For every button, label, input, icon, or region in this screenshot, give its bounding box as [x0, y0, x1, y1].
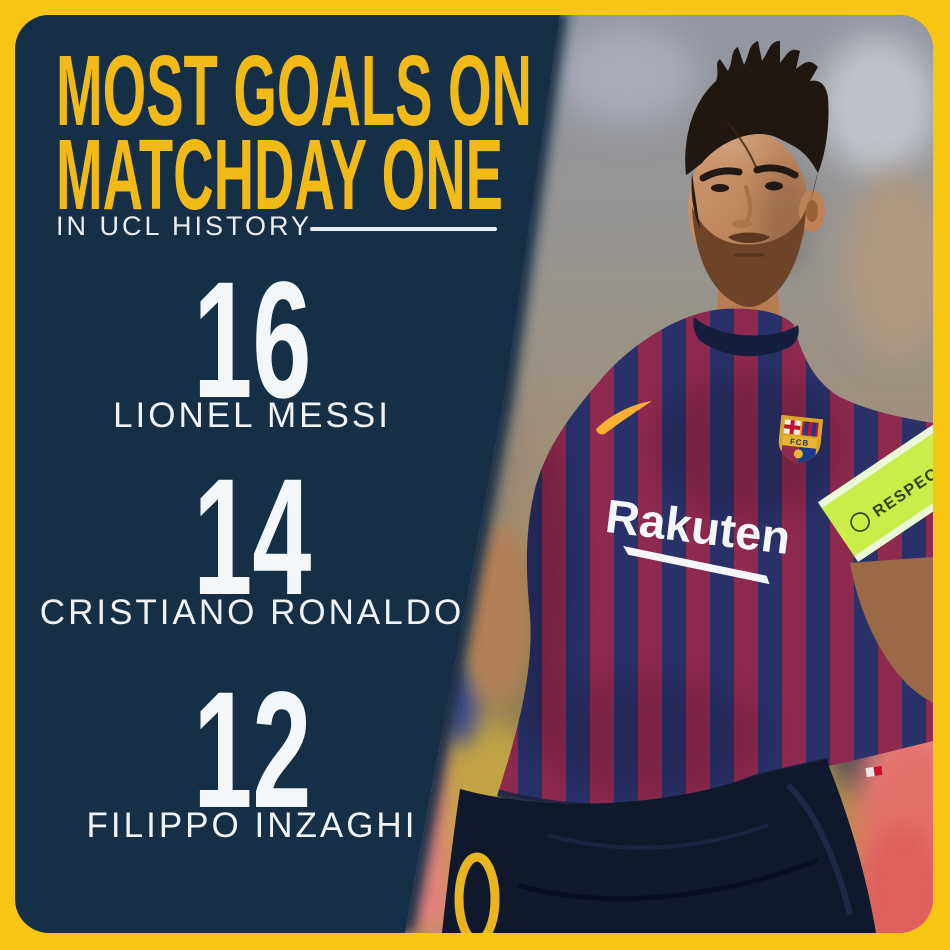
title-line-2: MATCHDAY ONE [56, 119, 504, 231]
crest-initials: FCB [789, 437, 809, 448]
goals-value: 14 [192, 445, 312, 630]
subtitle-divider [310, 227, 497, 231]
goals-value: 16 [192, 248, 312, 433]
shorts [442, 759, 876, 933]
stat-row: 14 CRISTIANO RONALDO [15, 445, 489, 632]
stats-list: 16 LIONEL MESSI 14 CRISTIANO RONALDO 12 … [15, 15, 489, 933]
graphic-panel: MOST GOALS ON MATCHDAY ONE IN UCL HISTOR… [15, 15, 933, 933]
jersey-collar [693, 317, 799, 357]
stat-row: 12 FILIPPO INZAGHI [15, 658, 489, 845]
respect-armband: RESPECT [817, 424, 933, 562]
shorts-number [454, 852, 500, 933]
messi-photo: RESPECT [405, 15, 933, 933]
nose [744, 185, 753, 221]
page-title: MOST GOALS ON MATCHDAY ONE [56, 35, 906, 231]
player-name: LIONEL MESSI [113, 396, 391, 435]
title-line-1: MOST GOALS ON [56, 35, 532, 147]
player-name: CRISTIANO RONALDO [39, 593, 465, 632]
stat-row: 16 LIONEL MESSI [15, 248, 489, 435]
jersey-tag [865, 765, 883, 778]
mustache [728, 232, 770, 243]
hair [685, 41, 829, 175]
goals-value: 12 [192, 658, 312, 843]
forearm [850, 557, 933, 703]
messi-head [685, 41, 829, 307]
beard [692, 207, 806, 307]
eyebrows [699, 167, 743, 182]
eyes [711, 184, 729, 192]
fcb-crest-icon: FCB [778, 414, 824, 465]
nike-swoosh-icon [596, 401, 652, 435]
player-name: FILIPPO INZAGHI [86, 806, 418, 845]
subtitle: IN UCL HISTORY [56, 211, 313, 241]
trailing-arm [464, 525, 532, 705]
